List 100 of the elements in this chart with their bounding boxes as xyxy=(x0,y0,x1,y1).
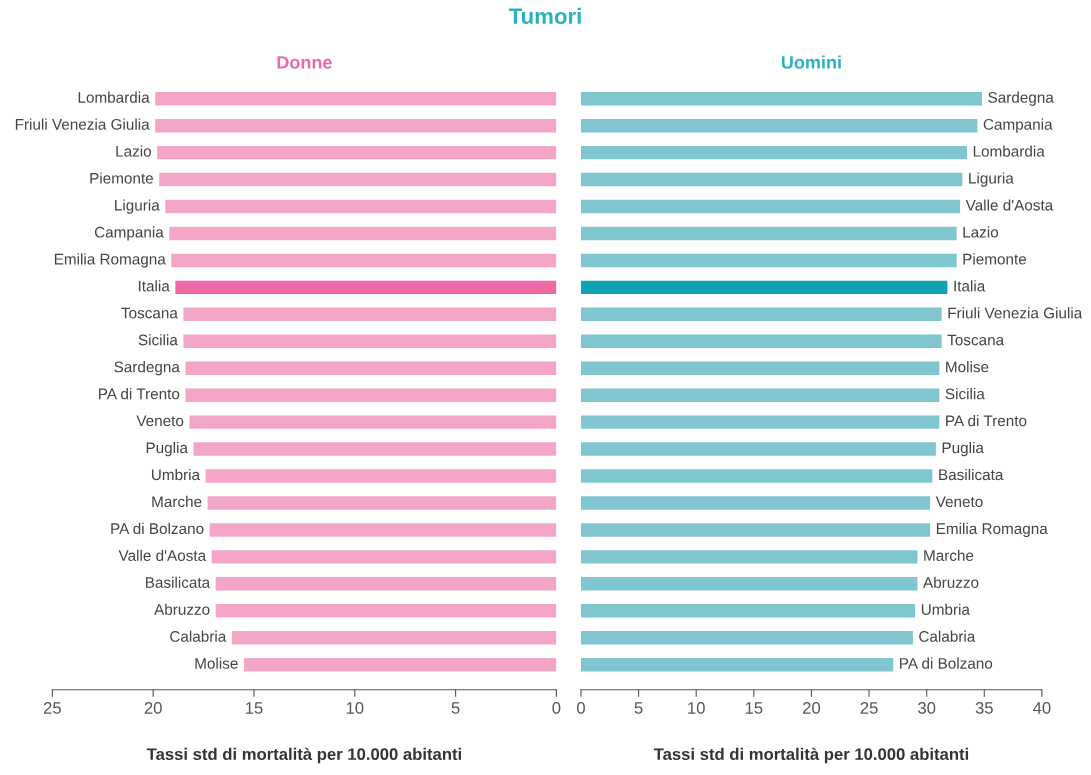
y-tick-label: Piemonte xyxy=(963,253,1027,265)
bar xyxy=(205,469,557,483)
y-tick-label: Toscana xyxy=(947,334,1005,346)
chart-subtitle: Donne xyxy=(277,56,332,69)
x-tick-label: 25 xyxy=(43,702,61,714)
x-axis-title: Tassi std di mortalità per 10.000 abitanti xyxy=(146,747,461,764)
bar xyxy=(580,91,982,106)
chart-title: Tumori xyxy=(508,7,581,25)
bar xyxy=(580,334,942,349)
bar xyxy=(209,523,557,537)
y-tick-label: Marche xyxy=(152,495,202,508)
x-tick-label: 20 xyxy=(144,702,162,714)
y-tick-label: Friuli Venezia Giulia xyxy=(948,307,1083,319)
y-tick-label: Piemonte xyxy=(90,172,153,184)
y-tick-label: Puglia xyxy=(942,441,984,457)
y-tick-label: Lombardia xyxy=(78,91,150,103)
x-tick-label: 20 xyxy=(803,702,821,714)
bar xyxy=(580,253,957,268)
x-tick-label: 15 xyxy=(745,702,763,714)
x-tick-label: 10 xyxy=(346,702,364,714)
bar xyxy=(580,226,957,241)
x-tick-label: 5 xyxy=(634,702,643,714)
y-tick-label: Emilia Romagna xyxy=(936,522,1048,538)
y-tick-label: Puglia xyxy=(146,441,188,457)
bar xyxy=(580,280,948,295)
y-tick-label: Umbria xyxy=(151,468,201,481)
y-tick-label: Lombardia xyxy=(973,145,1045,157)
bar xyxy=(580,199,961,214)
y-tick-label: Basilicata xyxy=(939,468,1004,481)
bar xyxy=(183,334,557,349)
y-tick-label: Lazio xyxy=(116,145,152,157)
y-tick-label: Sardegna xyxy=(114,361,180,376)
y-tick-label: Calabria xyxy=(919,630,976,642)
y-tick-label: Italia xyxy=(138,280,170,292)
y-tick-label: Liguria xyxy=(115,199,160,214)
x-axis-title: Tassi std di mortalità per 10.000 abitanti xyxy=(653,747,969,764)
y-tick-label: Liguria xyxy=(969,172,1014,187)
bar xyxy=(155,118,557,133)
bar xyxy=(185,388,557,402)
x-tick-label: 0 xyxy=(576,702,585,714)
y-tick-label: Sicilia xyxy=(138,334,178,346)
chart-subtitle: Uomini xyxy=(781,55,841,69)
bar xyxy=(165,199,557,214)
y-tick-label: Emilia Romagna xyxy=(54,253,166,268)
y-tick-label: Lazio xyxy=(963,226,999,238)
bar xyxy=(580,657,894,672)
x-tick-label: 10 xyxy=(688,702,705,714)
bar xyxy=(159,172,557,187)
y-tick-label: Sicilia xyxy=(945,388,985,400)
bar xyxy=(169,226,557,241)
y-tick-label: PA di Trento xyxy=(946,415,1027,427)
bar xyxy=(580,361,940,375)
bar xyxy=(157,145,557,160)
bar xyxy=(580,631,913,645)
y-tick-label: Molise xyxy=(946,361,989,373)
bar xyxy=(580,469,933,483)
bar xyxy=(183,307,557,322)
y-tick-label: Campania xyxy=(983,118,1053,133)
bar xyxy=(580,550,918,564)
bar xyxy=(580,415,940,429)
y-tick-label: Campania xyxy=(94,226,164,241)
y-tick-label: Friuli Venezia Giulia xyxy=(15,118,150,130)
bar xyxy=(580,496,931,510)
bar xyxy=(580,172,963,187)
y-tick-label: Umbria xyxy=(921,603,970,615)
bar xyxy=(580,307,942,322)
y-tick-label: Veneto xyxy=(136,415,184,427)
bar xyxy=(580,604,916,618)
bar xyxy=(580,145,967,160)
bar xyxy=(580,442,936,456)
x-tick-label: 15 xyxy=(245,702,263,714)
y-tick-label: Molise xyxy=(195,657,238,669)
y-tick-label: Valle d'Aosta xyxy=(118,549,207,561)
bar xyxy=(193,442,557,456)
y-tick-label: Italia xyxy=(954,280,986,292)
y-tick-label: Toscana xyxy=(121,307,178,319)
bar xyxy=(207,496,557,510)
bar xyxy=(155,91,557,106)
y-tick-label: Calabria xyxy=(170,630,227,642)
bar xyxy=(175,280,557,295)
x-tick-label: 30 xyxy=(918,702,936,714)
x-tick-label: 25 xyxy=(860,702,878,714)
bar xyxy=(171,253,557,268)
bar xyxy=(580,577,918,591)
bar xyxy=(580,523,931,537)
bar xyxy=(580,388,940,402)
bar xyxy=(215,577,557,591)
bar xyxy=(215,604,557,618)
bar xyxy=(231,631,557,645)
y-tick-label: PA di Bolzano xyxy=(111,522,204,535)
bar xyxy=(243,657,557,672)
bar xyxy=(580,118,978,133)
y-tick-label: Valle d'Aosta xyxy=(965,199,1054,211)
bar xyxy=(211,550,557,564)
y-tick-label: PA di Bolzano xyxy=(900,657,993,669)
bar xyxy=(185,361,557,375)
x-tick-label: 35 xyxy=(975,702,993,714)
y-tick-label: Veneto xyxy=(935,496,983,508)
y-tick-label: Sardegna xyxy=(988,91,1054,106)
y-tick-label: Abruzzo xyxy=(923,576,979,588)
